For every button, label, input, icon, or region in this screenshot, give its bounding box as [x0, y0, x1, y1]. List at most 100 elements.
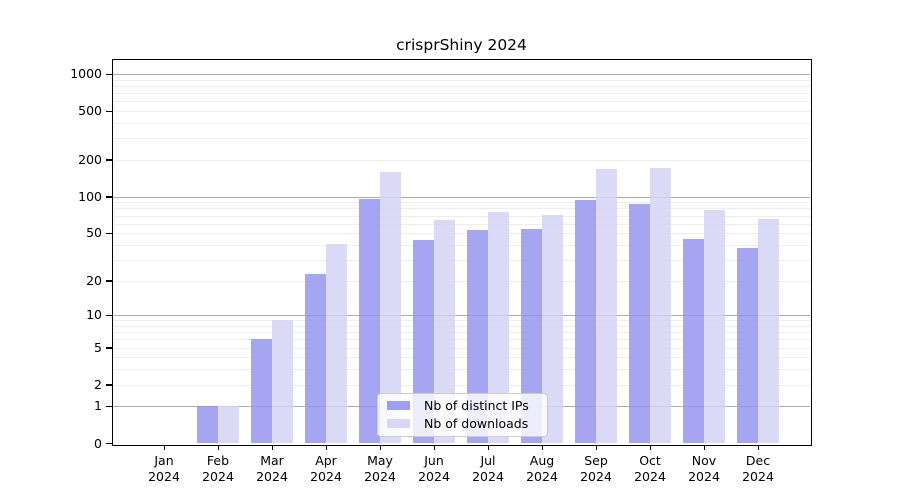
x-tick-mark-may [379, 444, 381, 450]
bar-mar-ips [251, 339, 272, 444]
bar-jul-ips [467, 230, 488, 444]
legend-item-downloads: Nb of downloads [387, 416, 538, 431]
x-tick-label-jun: Jun 2024 [418, 452, 450, 484]
x-tick-label-may: May 2024 [364, 452, 396, 484]
y-tick-label-5: 5 [94, 339, 102, 355]
legend-swatch-distinct-ips [387, 400, 410, 411]
chart-title: crisprShiny 2024 [396, 36, 527, 54]
y-tick-mark-2 [106, 384, 112, 386]
y-tick-mark-500 [106, 110, 112, 112]
gridline-50 [113, 233, 810, 235]
gridline-1000 [113, 74, 810, 75]
legend-swatch-downloads [387, 418, 410, 429]
gridline-9 [113, 320, 810, 322]
bar-sep-ips [575, 199, 596, 444]
x-tick-mark-apr [325, 444, 327, 450]
x-tick-label-apr: Apr 2024 [310, 452, 342, 484]
plot-area [113, 60, 810, 444]
x-tick-label-mar: Mar 2024 [256, 452, 288, 484]
gridline-80 [113, 208, 810, 210]
x-tick-mark-feb [217, 444, 219, 450]
legend-label: Nb of downloads [424, 415, 529, 431]
y-tick-mark-100 [106, 196, 112, 198]
gridline-7 [113, 332, 810, 334]
bar-may-downloads [380, 172, 401, 444]
bar-jun-downloads [434, 220, 455, 444]
gridline-200 [113, 159, 810, 161]
bar-aug-ips [521, 229, 542, 444]
gridline-6 [113, 339, 810, 341]
x-tick-mark-aug [541, 444, 543, 450]
gridline-90 [113, 202, 810, 204]
bar-oct-downloads [650, 167, 671, 444]
y-tick-mark-1 [106, 405, 112, 408]
y-tick-label-1000: 1000 [70, 66, 102, 81]
y-tick-mark-0 [106, 443, 112, 445]
gridline-40 [113, 244, 810, 246]
y-tick-label-1: 1 [94, 398, 102, 414]
gridline-300 [113, 138, 810, 140]
gridline-5 [113, 347, 810, 349]
legend-label: Nb of distinct IPs [424, 398, 529, 414]
bar-jul-downloads [488, 211, 509, 444]
x-tick-label-sep: Sep 2024 [580, 452, 612, 484]
x-tick-label-aug: Aug 2024 [526, 452, 558, 484]
bar-nov-downloads [704, 210, 725, 444]
gridline-100 [113, 196, 810, 198]
y-tick-label-500: 500 [78, 103, 102, 119]
gridline-60 [113, 223, 810, 225]
gridline-20 [113, 280, 810, 282]
gridline-4 [113, 357, 810, 359]
bar-apr-downloads [326, 243, 347, 444]
x-tick-label-feb: Feb 2024 [202, 452, 234, 484]
bar-apr-ips [305, 273, 326, 444]
gridline-600 [113, 101, 810, 103]
bar-feb-downloads [218, 406, 239, 444]
gridline-900 [113, 79, 810, 81]
gridline-400 [113, 122, 810, 124]
y-tick-mark-50 [106, 232, 112, 235]
y-tick-mark-20 [106, 280, 112, 282]
x-tick-mark-dec [757, 444, 759, 450]
x-tick-mark-mar [271, 444, 273, 450]
y-tick-mark-10 [106, 314, 112, 317]
bar-nov-ips [683, 238, 704, 444]
x-tick-mark-jan [163, 444, 165, 450]
gridline-30 [113, 259, 810, 261]
y-tick-label-200: 200 [78, 151, 102, 167]
x-tick-label-dec: Dec 2024 [742, 452, 774, 484]
gridline-800 [113, 85, 810, 87]
bar-mar-downloads [272, 320, 293, 444]
y-tick-label-0: 0 [94, 435, 102, 451]
y-tick-label-10: 10 [86, 307, 102, 323]
legend-item-distinct-ips: Nb of distinct IPs [387, 398, 538, 413]
gridline-70 [113, 215, 810, 217]
x-tick-mark-sep [595, 444, 597, 450]
x-tick-label-nov: Nov 2024 [688, 452, 720, 484]
bar-oct-ips [629, 204, 650, 444]
bar-sep-downloads [596, 168, 617, 444]
bar-dec-ips [737, 247, 758, 444]
y-tick-label-50: 50 [86, 225, 102, 241]
bar-may-ips [359, 199, 380, 444]
y-tick-mark-200 [106, 159, 112, 161]
gridline-500 [113, 111, 810, 113]
gridline-3 [113, 369, 810, 371]
x-tick-label-oct: Oct 2024 [634, 452, 666, 484]
x-tick-label-jul: Jul 2024 [472, 452, 504, 484]
gridline-700 [113, 93, 810, 95]
gridline-8 [113, 325, 810, 327]
y-tick-mark-1000 [106, 73, 112, 75]
y-tick-label-2: 2 [94, 376, 102, 392]
x-tick-mark-oct [649, 444, 651, 450]
gridline-10 [113, 315, 810, 317]
bar-feb-ips [197, 406, 218, 444]
bar-aug-downloads [542, 214, 563, 444]
y-tick-label-100: 100 [78, 188, 102, 204]
gridline-2 [113, 384, 810, 386]
x-tick-mark-jul [487, 444, 489, 450]
legend: Nb of distinct IPs Nb of downloads [377, 392, 548, 437]
y-tick-mark-5 [106, 347, 112, 349]
x-tick-mark-nov [703, 444, 705, 450]
